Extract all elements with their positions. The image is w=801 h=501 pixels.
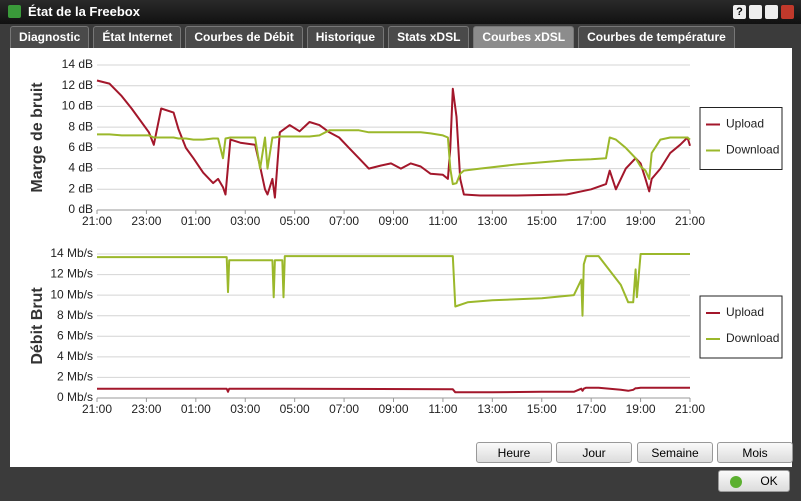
tab-bar: Diagnostic État Internet Courbes de Débit H…	[10, 26, 735, 48]
y-tick-label: 12 Mb/s	[50, 267, 93, 281]
ok-label: OK	[760, 474, 778, 488]
tab[interactable]: Courbes de Débit	[185, 26, 303, 48]
y-axis-label: Débit Brut	[29, 287, 46, 365]
y-tick-label: 4 Mb/s	[57, 349, 93, 363]
legend-label: Upload	[726, 305, 764, 319]
y-tick-label: 6 dB	[68, 140, 93, 154]
title-bar: État de la Freebox ?	[0, 0, 801, 24]
minimize-button[interactable]	[749, 5, 762, 19]
x-tick-label: 11:00	[428, 214, 457, 228]
ok-icon	[730, 475, 743, 488]
y-tick-label: 10 dB	[62, 99, 93, 113]
x-tick-label: 15:00	[527, 402, 557, 416]
x-tick-label: 03:00	[230, 214, 260, 228]
legend-label: Download	[726, 143, 779, 157]
y-tick-label: 14 dB	[62, 57, 93, 71]
period-button[interactable]: Heure	[476, 442, 552, 463]
x-tick-label: 13:00	[477, 214, 507, 228]
window-title: État de la Freebox	[28, 4, 140, 19]
x-tick-label: 17:00	[576, 214, 606, 228]
series-line	[96, 79, 691, 199]
x-tick-label: 05:00	[280, 402, 310, 416]
legend-box	[699, 295, 783, 359]
x-tick-label: 11:00	[428, 402, 457, 416]
series-line	[97, 253, 690, 317]
x-tick-label: 19:00	[626, 402, 656, 416]
help-button[interactable]: ?	[733, 5, 746, 19]
x-tick-label: 03:00	[230, 402, 260, 416]
y-tick-label: 6 Mb/s	[57, 328, 93, 342]
close-button[interactable]	[781, 5, 794, 19]
maximize-button[interactable]	[765, 5, 778, 19]
x-tick-label: 23:00	[131, 214, 161, 228]
y-tick-label: 2 dB	[68, 181, 93, 195]
x-tick-label: 23:00	[131, 402, 161, 416]
tab[interactable]: Courbes xDSL	[473, 26, 575, 48]
period-button[interactable]: Mois	[717, 442, 793, 463]
series-line	[97, 386, 690, 394]
app-icon	[8, 5, 21, 18]
x-tick-label: 07:00	[329, 402, 359, 416]
x-tick-label: 21:00	[675, 214, 705, 228]
period-button[interactable]: Semaine	[637, 442, 713, 463]
series-line	[97, 129, 691, 186]
legend-box	[699, 107, 783, 170]
y-tick-label: 12 dB	[62, 78, 93, 92]
tab[interactable]: Stats xDSL	[388, 26, 470, 48]
x-tick-label: 01:00	[181, 214, 211, 228]
tab[interactable]: Historique	[306, 26, 385, 48]
y-tick-label: 0 dB	[68, 202, 93, 216]
x-tick-label: 19:00	[626, 214, 656, 228]
y-tick-label: 10 Mb/s	[50, 287, 93, 301]
tab[interactable]: Diagnostic	[10, 26, 90, 48]
y-tick-label: 8 Mb/s	[57, 308, 93, 322]
legend-label: Download	[726, 331, 779, 345]
tab[interactable]: Courbes de température	[578, 26, 735, 48]
x-tick-label: 09:00	[378, 214, 408, 228]
ok-button[interactable]: OK	[718, 470, 790, 492]
y-tick-label: 8 dB	[68, 119, 93, 133]
x-tick-label: 21:00	[675, 402, 705, 416]
tab[interactable]: État Internet	[93, 26, 182, 48]
y-tick-label: 2 Mb/s	[57, 370, 93, 384]
y-tick-label: 14 Mb/s	[50, 246, 93, 260]
y-tick-label: 0 Mb/s	[57, 390, 93, 404]
x-tick-label: 21:00	[82, 214, 112, 228]
x-tick-label: 17:00	[576, 402, 606, 416]
x-tick-label: 21:00	[82, 402, 112, 416]
x-tick-label: 01:00	[181, 402, 211, 416]
x-tick-label: 13:00	[477, 402, 507, 416]
legend-label: Upload	[726, 117, 764, 131]
y-tick-label: 4 dB	[68, 161, 93, 175]
x-tick-label: 09:00	[378, 402, 408, 416]
x-tick-label: 05:00	[280, 214, 310, 228]
x-tick-label: 15:00	[527, 214, 557, 228]
x-tick-label: 07:00	[329, 214, 359, 228]
period-button[interactable]: Jour	[556, 442, 632, 463]
y-axis-label: Marge de bruit	[29, 82, 46, 193]
